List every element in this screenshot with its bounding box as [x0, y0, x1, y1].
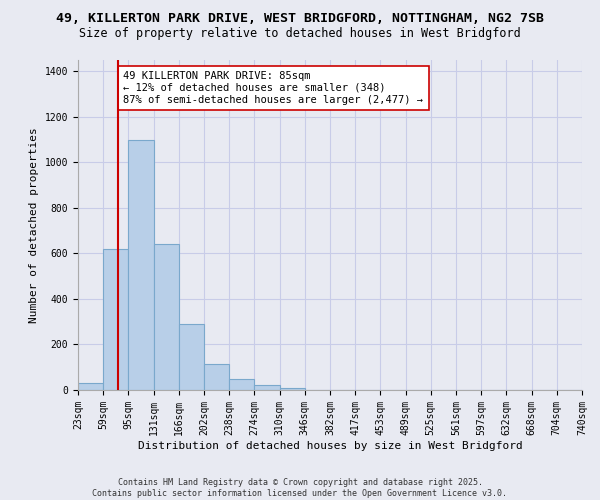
Text: 49, KILLERTON PARK DRIVE, WEST BRIDGFORD, NOTTINGHAM, NG2 7SB: 49, KILLERTON PARK DRIVE, WEST BRIDGFORD…	[56, 12, 544, 26]
X-axis label: Distribution of detached houses by size in West Bridgford: Distribution of detached houses by size …	[137, 440, 523, 450]
Bar	[229, 379, 254, 390]
Bar	[280, 388, 305, 390]
Bar	[179, 324, 204, 390]
Bar	[254, 386, 280, 390]
Bar	[78, 383, 103, 390]
Text: Contains HM Land Registry data © Crown copyright and database right 2025.
Contai: Contains HM Land Registry data © Crown c…	[92, 478, 508, 498]
Bar	[204, 364, 229, 390]
Text: 49 KILLERTON PARK DRIVE: 85sqm
← 12% of detached houses are smaller (348)
87% of: 49 KILLERTON PARK DRIVE: 85sqm ← 12% of …	[124, 72, 424, 104]
Bar	[128, 140, 154, 390]
Y-axis label: Number of detached properties: Number of detached properties	[29, 127, 39, 323]
Bar	[154, 244, 179, 390]
Text: Size of property relative to detached houses in West Bridgford: Size of property relative to detached ho…	[79, 28, 521, 40]
Bar	[103, 249, 128, 390]
